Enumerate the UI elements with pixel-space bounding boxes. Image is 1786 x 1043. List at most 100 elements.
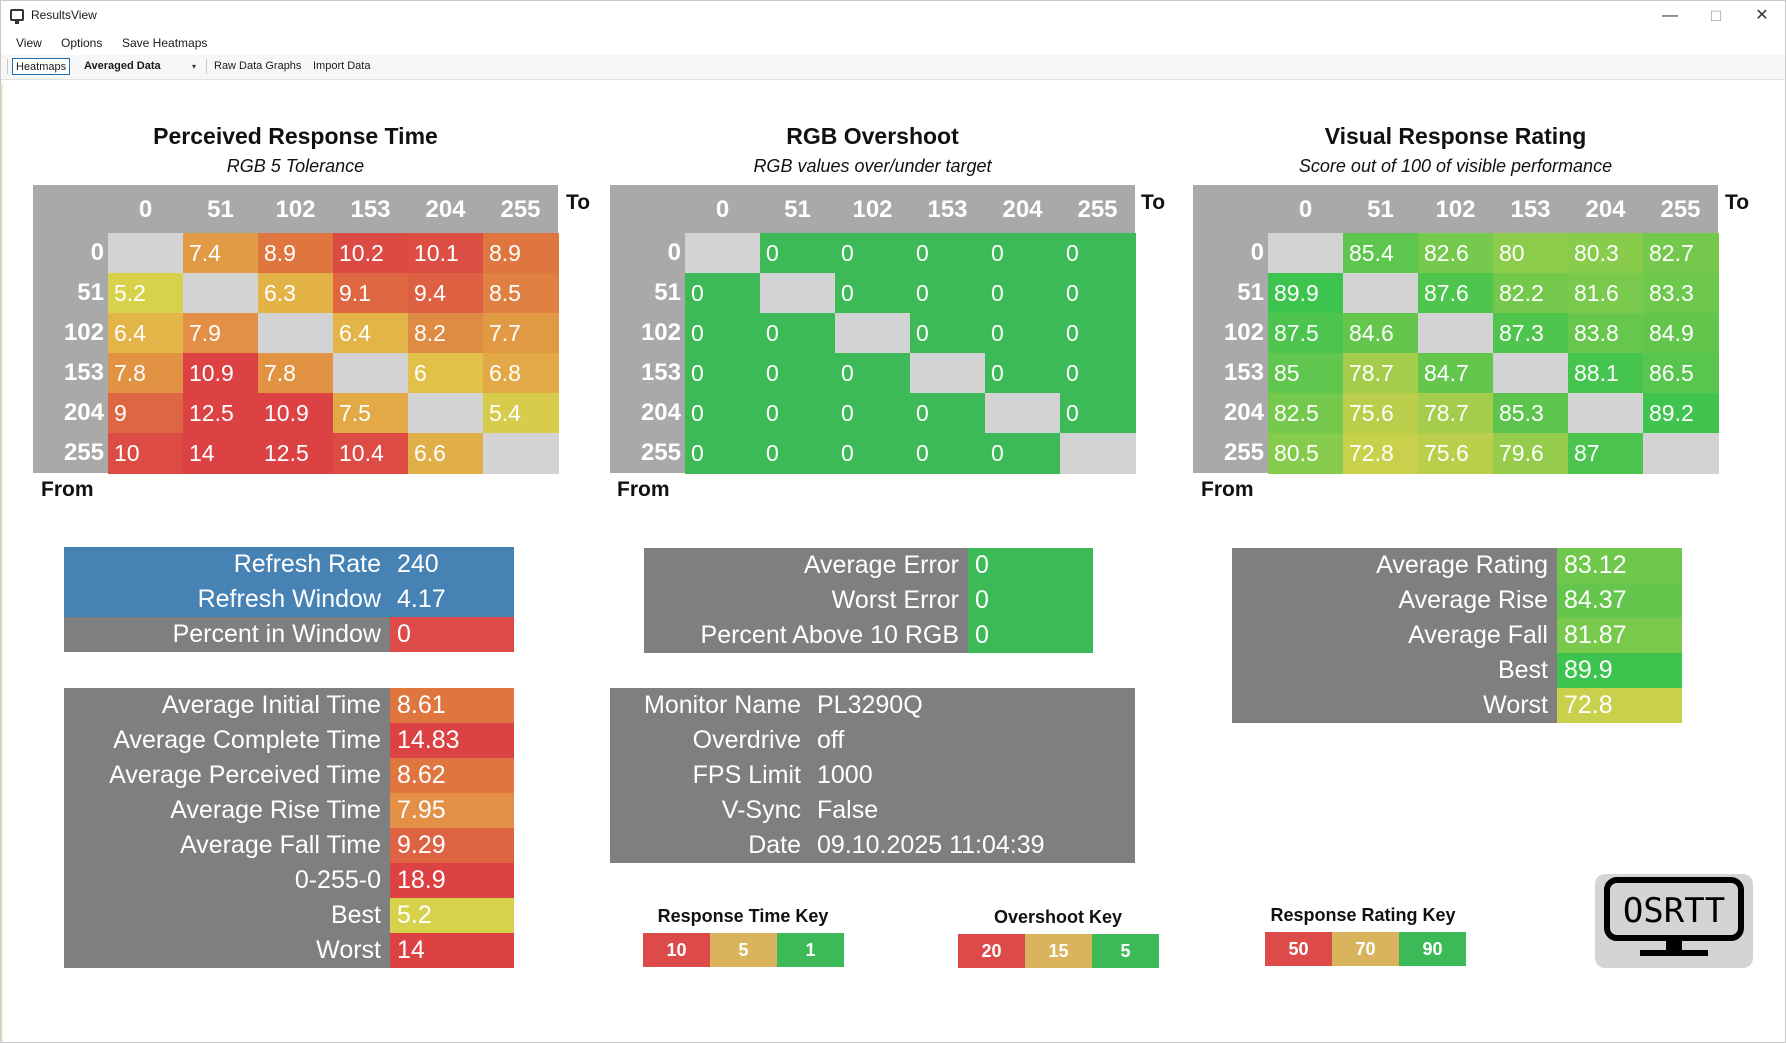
monitor-info-table: Monitor Name PL3290Q Overdrive off FPS Limit… — [610, 688, 1135, 863]
maximize-button[interactable]: ☐ — [1709, 8, 1723, 24]
row-header: 153 — [1223, 359, 1264, 386]
averaged-data-dropdown[interactable]: Averaged Data — [84, 60, 161, 72]
key-swatch: 50 — [1265, 932, 1332, 966]
import-data-button[interactable]: Import Data — [313, 60, 371, 72]
heatmap-cell: 80.3 — [1568, 233, 1644, 274]
heatmap-cell: 0 — [760, 233, 836, 274]
toolbar-grip — [7, 59, 8, 74]
osrtt-logo-icon: OSRTT — [1604, 877, 1744, 956]
heatmap-cell: 0 — [985, 353, 1061, 394]
heatmap-cell: 80 — [1493, 233, 1569, 274]
stat-label: Average Rating — [1232, 548, 1557, 583]
column-header: 204 — [1002, 196, 1043, 223]
heatmap-cell: 7.8 — [108, 353, 184, 394]
column-header: 102 — [852, 196, 893, 223]
stat-label: Average Fall Time — [64, 828, 390, 863]
heatmaps-tab-button[interactable]: Heatmaps — [12, 58, 71, 75]
heatmap-cell: 0 — [835, 393, 911, 434]
rating-from-label: From — [1201, 478, 1254, 501]
menu-save-heatmaps[interactable]: Save Heatmaps — [122, 36, 208, 50]
heatmap-cell: 87 — [1568, 433, 1644, 474]
heatmap-diagonal-cell — [1568, 393, 1644, 434]
app-monitor-icon — [10, 9, 24, 24]
heatmap-cell: 0 — [1060, 273, 1136, 314]
column-header: 255 — [500, 196, 541, 223]
close-button[interactable]: ✕ — [1755, 7, 1769, 24]
stat-label: Date — [610, 828, 810, 863]
heatmap-cell: 80.5 — [1268, 433, 1344, 474]
heatmap-cell: 0 — [760, 353, 836, 394]
stat-label: Best — [1232, 653, 1557, 688]
row-header: 102 — [63, 319, 104, 346]
stat-value: 81.87 — [1557, 618, 1682, 653]
column-header: 153 — [927, 196, 968, 223]
heatmap-cell: 7.4 — [183, 233, 259, 274]
stat-row: Average Perceived Time 8.62 — [64, 758, 514, 793]
toolbar-separator — [206, 59, 207, 74]
row-header: 0 — [1250, 239, 1264, 266]
key-swatch: 5 — [1092, 934, 1159, 968]
stat-label: Worst Error — [644, 583, 968, 618]
column-header: 204 — [425, 196, 466, 223]
refresh-window-label: Refresh Window — [64, 582, 390, 617]
row-header: 102 — [1223, 319, 1264, 346]
perceived-to-label: To — [566, 191, 591, 214]
stat-row: Worst 14 — [64, 933, 514, 968]
percent-in-window-label: Percent in Window — [64, 617, 390, 652]
stat-label: Worst — [64, 933, 390, 968]
key-swatch: 20 — [958, 934, 1025, 968]
response-rating-key-title: Response Rating Key — [1270, 905, 1456, 925]
heatmap-cell: 0 — [1060, 353, 1136, 394]
heatmap-cell: 86.5 — [1643, 353, 1719, 394]
heatmap-cell: 6.6 — [408, 433, 484, 474]
heatmap-cell: 72.8 — [1343, 433, 1419, 474]
heatmap-cell: 78.7 — [1418, 393, 1494, 434]
column-header: 102 — [275, 196, 316, 223]
heatmap-diagonal-cell — [108, 233, 184, 274]
heatmap-cell: 7.7 — [483, 313, 559, 354]
stat-value: 09.10.2025 11:04:39 — [810, 828, 1135, 863]
heatmap-cell: 82.7 — [1643, 233, 1719, 274]
heatmap-cell: 82.6 — [1418, 233, 1494, 274]
stat-label: Percent Above 10 RGB — [644, 618, 968, 653]
logo-text: OSRTT — [1623, 891, 1725, 931]
stat-value: 5.2 — [390, 898, 514, 933]
row-header: 102 — [640, 319, 681, 346]
stat-row: Overdrive off — [610, 723, 1135, 758]
column-header: 153 — [350, 196, 391, 223]
heatmap-cell: 0 — [910, 273, 986, 314]
heatmap-cell: 75.6 — [1343, 393, 1419, 434]
heatmap-cell: 10.2 — [333, 233, 409, 274]
stat-value: 72.8 — [1557, 688, 1682, 723]
stat-row: Average Rise 84.37 — [1232, 583, 1682, 618]
row-header: 204 — [63, 399, 104, 426]
stat-label: V-Sync — [610, 793, 810, 828]
heatmap-cell: 87.5 — [1268, 313, 1344, 354]
menu-options[interactable]: Options — [61, 36, 103, 50]
column-header: 255 — [1077, 196, 1118, 223]
row-header: 204 — [1223, 399, 1264, 426]
column-header: 51 — [1367, 196, 1394, 223]
column-header: 51 — [207, 196, 234, 223]
dropdown-caret-icon[interactable]: ▾ — [192, 62, 197, 71]
column-header: 102 — [1435, 196, 1476, 223]
heatmap-cell: 0 — [760, 393, 836, 434]
stat-value: 14 — [390, 933, 514, 968]
menu-view[interactable]: View — [16, 36, 42, 50]
raw-data-graphs-button[interactable]: Raw Data Graphs — [214, 60, 302, 72]
rgb-overshoot-title: RGB Overshoot — [786, 123, 959, 149]
heatmap-cell: 5.2 — [108, 273, 184, 314]
minimize-button[interactable]: — — [1662, 7, 1678, 24]
row-header: 51 — [1237, 279, 1264, 306]
key-swatch: 90 — [1399, 932, 1466, 966]
column-header: 255 — [1660, 196, 1701, 223]
stat-row: Best 89.9 — [1232, 653, 1682, 688]
stat-label: Average Initial Time — [64, 688, 390, 723]
perceived-response-heatmap: 0 51 102 153 204 255 0 51 102 153 204 255 7.4 8.9 10.2… — [33, 185, 559, 474]
perceived-response-subtitle: RGB 5 Tolerance — [226, 156, 365, 176]
heatmap-cell: 84.9 — [1643, 313, 1719, 354]
heatmap-cell: 0 — [835, 353, 911, 394]
heatmap-cell: 0 — [910, 313, 986, 354]
heatmap-cell: 89.2 — [1643, 393, 1719, 434]
